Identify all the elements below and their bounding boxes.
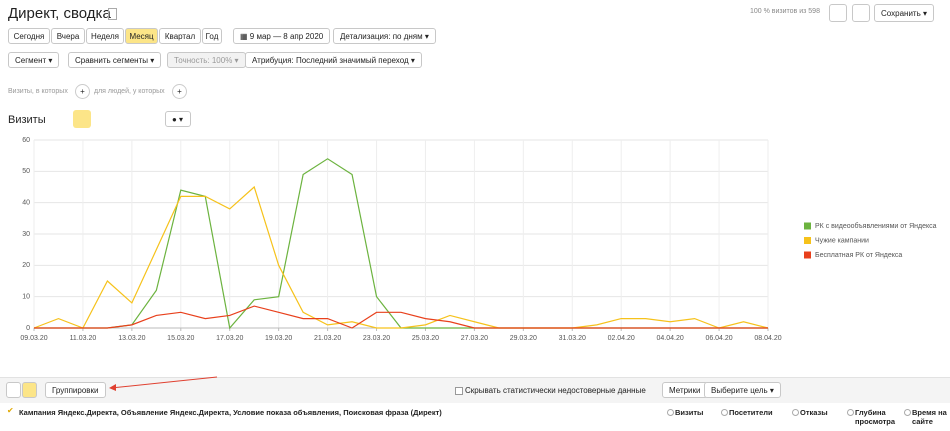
series-line <box>34 158 768 330</box>
compare-button[interactable]: Сравнить сегменты ▾ <box>68 52 162 68</box>
x-tick-label: 21.03.20 <box>314 335 341 342</box>
goal-select[interactable]: Выберите цель ▾ <box>704 382 781 398</box>
x-tick-label: 31.03.20 <box>559 335 586 342</box>
export-button[interactable] <box>852 4 870 22</box>
history-button[interactable] <box>829 4 847 22</box>
attribution-button[interactable]: Атрибуция: Последний значимый переход ▾ <box>245 52 422 68</box>
detail-label: Детализация: по дням <box>340 32 423 41</box>
x-tick-label: 13.03.20 <box>118 335 145 342</box>
check-icon: ✔ <box>7 406 14 415</box>
report-toolbar <box>0 377 950 403</box>
y-tick-label: 10 <box>22 294 30 301</box>
add-people-condition[interactable]: + <box>172 84 187 99</box>
annotations-button[interactable]: ● ▾ <box>165 111 191 127</box>
x-tick-label: 08.04.20 <box>754 335 781 342</box>
column-header[interactable]: Посетители <box>729 408 773 417</box>
save-label: Сохранить <box>881 9 921 18</box>
arrow-annotation <box>109 376 218 391</box>
column-radio[interactable] <box>847 409 854 416</box>
hide-checkbox[interactable] <box>455 387 463 395</box>
groupings-label: Группировки <box>52 386 99 395</box>
metrics-button[interactable]: Метрики <box>662 382 708 398</box>
sample-info: 100 % визитов из 598 <box>750 8 820 15</box>
column-header[interactable]: Время на сайте <box>912 408 947 426</box>
column-header[interactable]: Визиты <box>675 408 704 417</box>
accuracy-button[interactable]: Точность: 100% ▾ <box>167 52 246 68</box>
x-tick-label: 02.04.20 <box>608 335 635 342</box>
segment-label: Сегмент <box>15 56 47 65</box>
period-button[interactable]: Квартал <box>159 28 201 44</box>
goal-label: Выберите цель <box>711 386 768 395</box>
x-tick-label: 23.03.20 <box>363 335 390 342</box>
x-tick-label: 27.03.20 <box>461 335 488 342</box>
x-tick-label: 25.03.20 <box>412 335 439 342</box>
date-range-label: 9 мар — 8 апр 2020 <box>249 32 324 41</box>
x-tick-label: 11.03.20 <box>70 335 97 342</box>
detail-select[interactable]: Детализация: по дням ▾ <box>333 28 436 44</box>
x-tick-label: 19.03.20 <box>265 335 292 342</box>
compare-label: Сравнить сегменты <box>75 56 149 65</box>
x-tick-label: 29.03.20 <box>510 335 537 342</box>
period-button[interactable]: Неделя <box>86 28 124 44</box>
y-tick-label: 0 <box>26 325 30 332</box>
period-button[interactable]: Вчера <box>51 28 85 44</box>
hide-label: Скрывать статистически недостоверные дан… <box>465 386 646 395</box>
dimensions: Кампания Яндекс.Директа, Объявление Янде… <box>19 408 442 417</box>
save-button[interactable]: Сохранить ▾ <box>874 4 935 22</box>
legend-label: РК с видеообъявлениями от Яндекса <box>815 222 937 230</box>
y-tick-label: 30 <box>22 231 30 238</box>
date-range[interactable]: ▦ 9 мар — 8 апр 2020 <box>233 28 331 44</box>
x-tick-label: 06.04.20 <box>705 335 732 342</box>
line-chart-toggle[interactable] <box>73 110 91 128</box>
condition-visits: Визиты, в которых <box>8 88 68 95</box>
x-tick-label: 17.03.20 <box>216 335 243 342</box>
tree-view[interactable] <box>22 382 37 398</box>
column-radio[interactable] <box>792 409 799 416</box>
chart: 0 10 20 30 40 50 60 09.03.20 11.03.20 13.03.20 15.… <box>20 137 937 342</box>
x-tick-label: 04.04.20 <box>657 335 684 342</box>
y-tick-label: 20 <box>22 262 30 269</box>
condition-people: для людей, у которых <box>94 88 165 95</box>
column-radio[interactable] <box>667 409 674 416</box>
period-button[interactable]: Год <box>202 28 222 44</box>
chart-heading: Визиты <box>8 114 46 126</box>
column-header[interactable]: Отказы <box>800 408 828 417</box>
column-header[interactable]: Глубина просмотра <box>855 408 896 426</box>
y-tick-label: 40 <box>22 200 30 207</box>
bookmark-icon[interactable] <box>108 8 117 20</box>
series-line <box>34 305 768 329</box>
legend-label: Бесплатная РК от Яндекса <box>815 252 902 259</box>
y-tick-label: 50 <box>22 168 30 175</box>
column-radio[interactable] <box>721 409 728 416</box>
series-line <box>33 185 769 329</box>
list-view[interactable] <box>6 382 21 398</box>
segment-button[interactable]: Сегмент ▾ <box>8 52 60 68</box>
page-title: Директ, сводка <box>8 5 111 22</box>
period-button[interactable]: Месяц <box>125 28 158 44</box>
column-radio[interactable] <box>904 409 911 416</box>
legend-swatch <box>804 237 811 244</box>
attribution-label: Атрибуция: Последний значимый переход <box>252 56 409 65</box>
accuracy-label: Точность: 100% <box>174 56 233 65</box>
period-button[interactable]: Сегодня <box>8 28 50 44</box>
legend-swatch <box>804 251 811 259</box>
x-tick-label: 09.03.20 <box>20 335 47 342</box>
y-tick-label: 60 <box>22 137 30 144</box>
add-visit-condition[interactable]: + <box>75 84 90 99</box>
x-tick-label: 15.03.20 <box>167 335 194 342</box>
legend-swatch <box>804 222 811 230</box>
metrics-label: Метрики <box>669 386 701 395</box>
groupings-button[interactable]: Группировки <box>45 382 106 398</box>
legend-label: Чужие кампании <box>815 237 869 244</box>
